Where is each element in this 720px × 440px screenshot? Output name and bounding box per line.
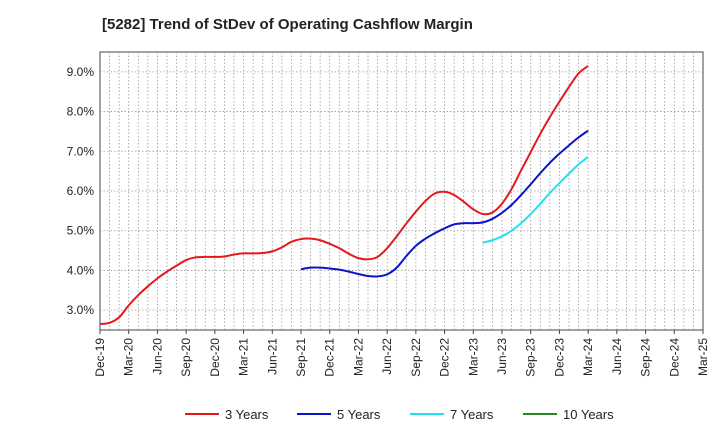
x-tick-label: Dec-24 <box>667 338 681 377</box>
grid <box>99 51 704 331</box>
x-tick-label: Jun-24 <box>610 338 624 375</box>
y-tick-label: 6.0% <box>67 184 95 198</box>
x-tick-label: Jun-21 <box>265 338 279 375</box>
x-tick-label: Dec-20 <box>208 338 222 377</box>
legend-label: 5 Years <box>337 407 381 422</box>
y-tick-label: 5.0% <box>67 224 95 238</box>
x-tick-label: Jun-23 <box>495 338 509 375</box>
series-line-1 <box>99 65 589 326</box>
x-tick-label: Dec-23 <box>552 338 566 377</box>
x-tick-label: Mar-21 <box>237 338 251 376</box>
y-tick-label: 3.0% <box>67 303 95 317</box>
x-tick-label: Jun-22 <box>380 338 394 375</box>
x-tick-label: Sep-21 <box>294 338 308 377</box>
legend-label: 3 Years <box>225 407 269 422</box>
x-tick-label: Jun-20 <box>150 338 164 375</box>
series-line-2 <box>300 129 589 278</box>
x-tick-label: Sep-22 <box>409 338 423 377</box>
x-tick-label: Mar-23 <box>466 338 480 376</box>
series-lines <box>99 65 589 326</box>
x-tick-label: Mar-20 <box>122 338 136 376</box>
y-tick-label: 8.0% <box>67 105 95 119</box>
x-tick-label: Dec-22 <box>438 338 452 377</box>
legend-label: 7 Years <box>450 407 494 422</box>
x-tick-label: Sep-23 <box>524 338 538 377</box>
x-tick-label: Dec-21 <box>323 338 337 377</box>
y-tick-label: 9.0% <box>67 65 95 79</box>
x-tick-label: Sep-20 <box>179 338 193 377</box>
y-tick-label: 7.0% <box>67 144 95 158</box>
x-tick-label: Mar-25 <box>696 338 710 376</box>
axes: 3.0% 4.0% 5.0% 6.0% 7.0% 8.0% 9.0% Dec-19 Mar-20… <box>67 65 710 377</box>
x-tick-label: Mar-22 <box>351 338 365 376</box>
series-line-3 <box>482 156 589 244</box>
x-tick-label: Sep-24 <box>639 338 653 377</box>
chart-title: [5282] Trend of StDev of Operating Cashf… <box>102 16 473 33</box>
x-tick-label: Mar-24 <box>581 338 595 376</box>
legend-label: 10 Years <box>563 407 614 422</box>
y-tick-label: 4.0% <box>67 263 95 277</box>
legend: 3 Years 5 Years 7 Years 10 Years <box>185 407 614 422</box>
x-tick-label: Dec-19 <box>93 338 107 377</box>
